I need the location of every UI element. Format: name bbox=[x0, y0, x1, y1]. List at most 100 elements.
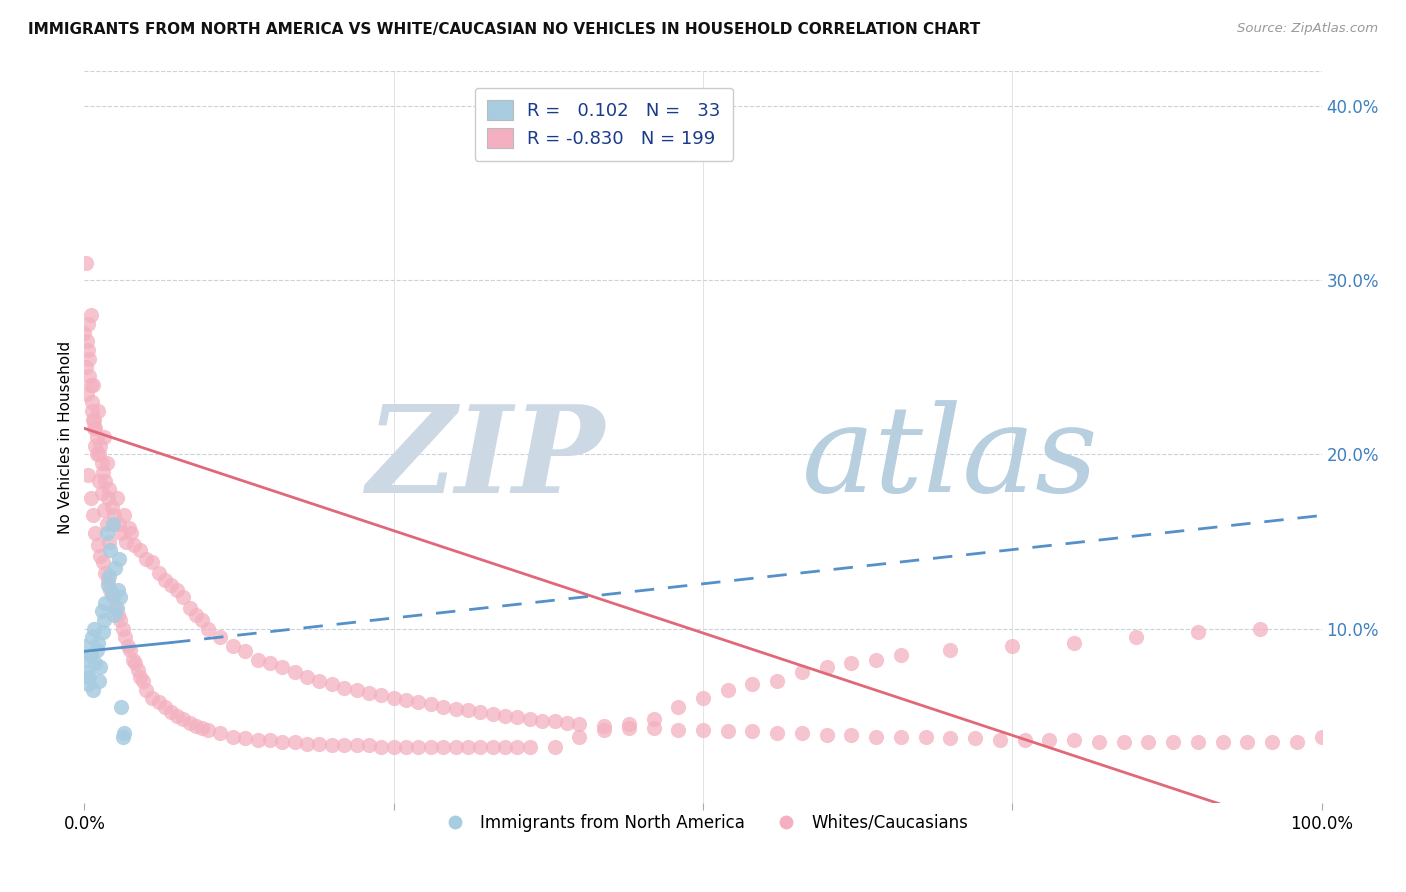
Point bbox=[97, 578, 120, 592]
Point bbox=[110, 613, 132, 627]
Point bbox=[129, 670, 152, 684]
Point bbox=[77, 317, 100, 331]
Point bbox=[82, 412, 104, 426]
Point bbox=[77, 468, 100, 483]
Point bbox=[77, 677, 100, 691]
Point bbox=[346, 682, 368, 697]
Point bbox=[444, 702, 467, 716]
Point bbox=[555, 715, 578, 730]
Point bbox=[321, 677, 343, 691]
Point bbox=[259, 733, 281, 747]
Point bbox=[1261, 735, 1284, 749]
Point bbox=[93, 613, 115, 627]
Point bbox=[1161, 735, 1184, 749]
Point bbox=[83, 412, 105, 426]
Point bbox=[103, 607, 125, 622]
Point bbox=[914, 730, 936, 744]
Point bbox=[419, 740, 441, 755]
Point bbox=[98, 534, 121, 549]
Point bbox=[295, 737, 318, 751]
Point bbox=[568, 717, 591, 731]
Point bbox=[184, 607, 207, 622]
Point bbox=[939, 731, 962, 746]
Point bbox=[432, 740, 454, 755]
Point bbox=[1187, 735, 1209, 749]
Point bbox=[692, 723, 714, 737]
Point bbox=[481, 740, 503, 755]
Point bbox=[94, 595, 117, 609]
Point bbox=[284, 735, 307, 749]
Point bbox=[790, 665, 813, 680]
Point bbox=[141, 556, 163, 570]
Point bbox=[160, 578, 183, 592]
Point bbox=[75, 653, 97, 667]
Point bbox=[79, 670, 101, 684]
Point bbox=[97, 573, 120, 587]
Point bbox=[865, 730, 887, 744]
Point bbox=[233, 644, 256, 658]
Point bbox=[284, 665, 307, 680]
Point bbox=[271, 735, 294, 749]
Point bbox=[90, 456, 112, 470]
Point bbox=[160, 705, 183, 719]
Point bbox=[617, 717, 640, 731]
Point bbox=[666, 700, 689, 714]
Point bbox=[148, 695, 170, 709]
Point bbox=[108, 552, 131, 566]
Point bbox=[259, 657, 281, 671]
Point bbox=[988, 733, 1011, 747]
Point bbox=[179, 715, 201, 730]
Point bbox=[82, 682, 104, 697]
Point bbox=[90, 485, 112, 500]
Point bbox=[519, 712, 541, 726]
Point bbox=[141, 691, 163, 706]
Point bbox=[108, 517, 131, 532]
Point bbox=[543, 714, 565, 728]
Point bbox=[84, 525, 107, 540]
Point bbox=[457, 740, 479, 755]
Text: ZIP: ZIP bbox=[366, 400, 605, 518]
Point bbox=[1236, 735, 1258, 749]
Legend: Immigrants from North America, Whites/Caucasians: Immigrants from North America, Whites/Ca… bbox=[432, 807, 974, 838]
Point bbox=[96, 525, 118, 540]
Point bbox=[1310, 730, 1333, 744]
Point bbox=[107, 583, 129, 598]
Point bbox=[111, 730, 134, 744]
Point bbox=[643, 712, 665, 726]
Point bbox=[741, 724, 763, 739]
Point bbox=[114, 631, 136, 645]
Point bbox=[80, 404, 103, 418]
Point bbox=[89, 673, 111, 688]
Point bbox=[73, 326, 96, 340]
Point bbox=[107, 607, 129, 622]
Point bbox=[1125, 631, 1147, 645]
Point bbox=[87, 404, 110, 418]
Point bbox=[965, 731, 987, 746]
Point bbox=[890, 730, 912, 744]
Point bbox=[83, 421, 105, 435]
Point bbox=[357, 686, 380, 700]
Point bbox=[308, 673, 330, 688]
Point bbox=[1088, 735, 1111, 749]
Point bbox=[80, 395, 103, 409]
Point bbox=[93, 430, 115, 444]
Point bbox=[153, 700, 176, 714]
Point bbox=[470, 740, 492, 755]
Point bbox=[494, 740, 516, 755]
Point bbox=[815, 660, 838, 674]
Point bbox=[1187, 625, 1209, 640]
Point bbox=[75, 360, 97, 375]
Point bbox=[939, 642, 962, 657]
Point bbox=[135, 552, 157, 566]
Point bbox=[101, 517, 124, 532]
Point bbox=[370, 688, 392, 702]
Point bbox=[1014, 733, 1036, 747]
Point bbox=[841, 657, 863, 671]
Point bbox=[271, 660, 294, 674]
Point bbox=[543, 740, 565, 755]
Point bbox=[295, 670, 318, 684]
Point bbox=[79, 308, 101, 322]
Point bbox=[89, 549, 111, 563]
Point bbox=[643, 721, 665, 735]
Point bbox=[432, 700, 454, 714]
